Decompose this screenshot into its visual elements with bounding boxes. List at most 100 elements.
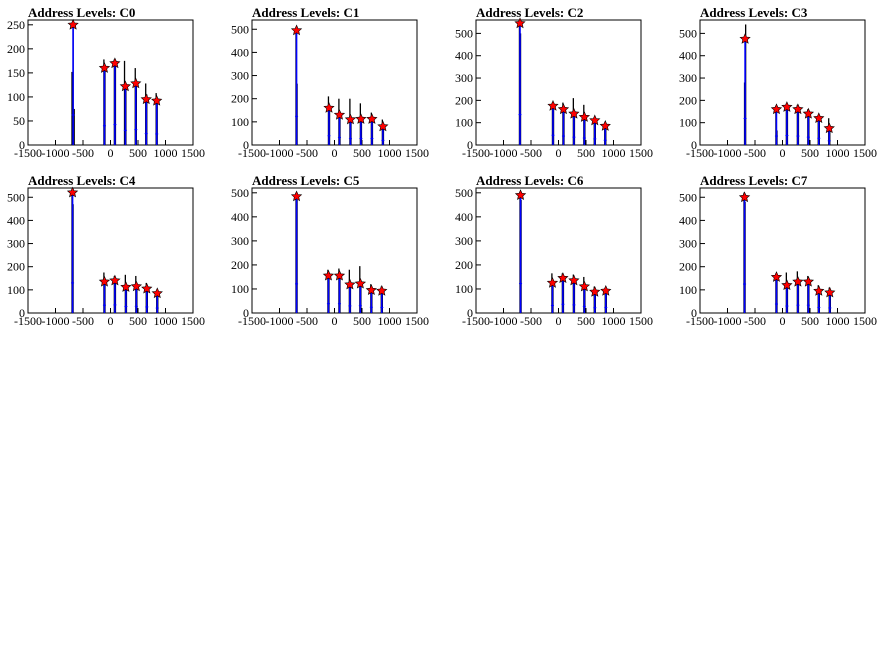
x-tick-label: 0 [780,146,786,160]
x-tick-label: 1000 [154,314,178,328]
x-tick-label: 1500 [853,146,877,160]
chart-title: Address Levels: C2 [476,5,583,20]
peak-marker [792,103,804,115]
x-tick-label: 500 [129,146,147,160]
x-tick-label: 500 [577,314,595,328]
x-tick-label: 500 [801,146,819,160]
chart-panel-2: Address Levels: C20100200300400500-1500-… [455,5,653,160]
peak-marker [813,285,825,296]
chart-title: Address Levels: C4 [28,173,136,188]
x-tick-label: -1000 [266,146,294,160]
x-tick-label: -1500 [462,146,490,160]
y-tick-label: 250 [7,18,25,32]
y-tick-label: 0 [467,138,473,152]
y-tick-label: 0 [243,138,249,152]
peak-marker [802,275,815,287]
x-tick-label: 1500 [181,314,205,328]
peak-marker [354,277,367,289]
chart-panel-4: Address Levels: C40100200300400500-1500-… [7,173,205,328]
chart-panel-0: Address Levels: C0 0 50 100 150 200 250 -1500 -1… [7,5,205,160]
x-tick-label: -1500 [686,146,714,160]
y-tick-label: 500 [455,186,473,200]
x-tick-label: -500 [296,146,318,160]
x-tick-label: 1500 [405,314,429,328]
x-tick-label: 1000 [154,146,178,160]
y-tick-label: 200 [7,42,25,56]
y-tick-label: 400 [7,213,25,227]
x-tick-label: 1000 [602,146,626,160]
y-tick-label: 0 [19,306,25,320]
x-tick-label: 1500 [181,146,205,160]
peak-marker [323,102,335,113]
chart-title: Address Levels: C6 [476,173,584,188]
x-tick-label: -1000 [266,314,294,328]
peak-marker [322,269,335,281]
peak-marker [547,99,559,111]
y-tick-label: 400 [679,213,697,227]
x-tick-label: -500 [72,314,94,328]
x-tick-label: -500 [744,314,766,328]
y-tick-label: 400 [455,210,473,224]
peak-marker [600,284,612,296]
peak-marker [141,282,153,294]
peak-marker [355,113,367,124]
chart-panel-3: Address Levels: C30100200300400500-1500-… [679,5,877,160]
peak-marker [333,108,346,120]
y-tick-label: 200 [455,258,473,272]
chart-title: Address Levels: C7 [700,173,808,188]
x-tick-label: 1500 [853,314,877,328]
plot-data [295,192,384,313]
chart-title: Address Levels: C5 [252,173,360,188]
peak-marker [599,120,611,131]
peak-marker [151,94,163,106]
chart-title: Address Levels: C0 [28,5,135,20]
peak-marker [98,62,111,73]
peak-marker [130,77,142,89]
peak-marker [130,280,143,292]
x-tick-label: 0 [108,146,114,160]
y-tick-label: 100 [231,282,249,296]
peak-marker [578,280,591,292]
x-tick-label: 0 [556,146,562,160]
peak-marker [770,103,783,115]
peak-marker [344,278,356,290]
peak-marker [377,120,389,132]
y-tick-label: 200 [455,93,473,107]
x-tick-label: -1500 [14,146,42,160]
x-tick-label: 1000 [826,314,850,328]
peak-marker [568,274,580,286]
y-tick-label: 500 [679,26,697,40]
y-tick-label: 500 [231,22,249,36]
peak-marker [823,122,835,134]
peak-marker [109,274,121,286]
y-tick-label: 100 [455,282,473,296]
x-tick-label: 0 [108,314,114,328]
peak-marker [589,285,601,297]
y-tick-label: 200 [679,260,697,274]
peak-marker [376,284,388,296]
peak-marker [770,271,783,282]
y-tick-label: 200 [231,92,249,106]
y-tick-label: 400 [679,49,697,63]
x-tick-label: 0 [780,314,786,328]
x-tick-label: -1500 [462,314,490,328]
x-tick-label: -500 [744,146,766,160]
peak-marker [109,57,121,69]
x-tick-label: -500 [520,314,542,328]
peak-marker [792,275,804,287]
peak-marker [557,103,570,115]
peak-marker [290,190,303,202]
peak-marker [738,191,751,203]
peak-marker [366,113,378,124]
peak-marker [568,107,580,119]
x-tick-label: 500 [353,314,371,328]
x-tick-label: 500 [577,146,595,160]
y-tick-label: 100 [455,116,473,130]
y-tick-label: 300 [455,71,473,85]
y-tick-label: 400 [231,45,249,59]
chart-panel-6: Address Levels: C60100200300400500-1500-… [455,173,653,328]
peak-marker [589,114,601,126]
x-tick-label: -1500 [686,314,714,328]
x-tick-label: -1000 [714,146,742,160]
y-tick-label: 200 [231,258,249,272]
